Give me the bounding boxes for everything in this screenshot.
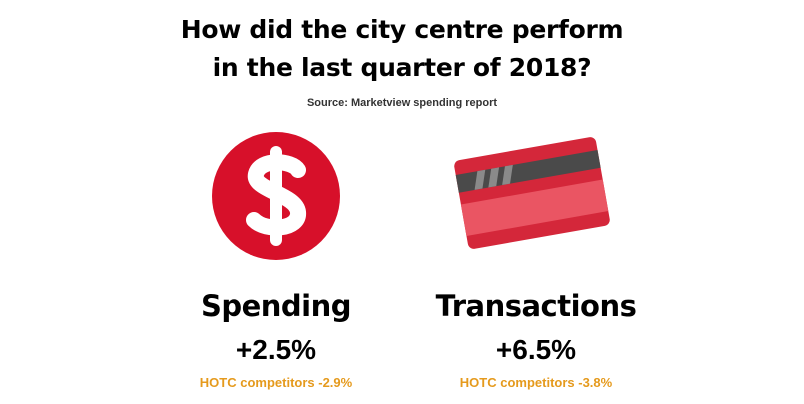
transactions-label: Transactions (435, 289, 637, 323)
source-note: Source: Marketview spending report (306, 97, 498, 109)
page-title-line-2: in the last quarter of 2018? (212, 53, 592, 82)
spending-comparison: HOTC competitors -2.9% (199, 375, 353, 390)
page-title-line-1: How did the city centre perform (180, 15, 624, 44)
transactions-value: +6.5% (495, 334, 577, 365)
transactions-comparison: HOTC competitors -3.8% (459, 375, 613, 390)
dollar-icon (212, 132, 340, 260)
spending-label: Spending (200, 289, 352, 323)
credit-card-icon (454, 137, 610, 249)
spending-value: +2.5% (235, 334, 317, 365)
